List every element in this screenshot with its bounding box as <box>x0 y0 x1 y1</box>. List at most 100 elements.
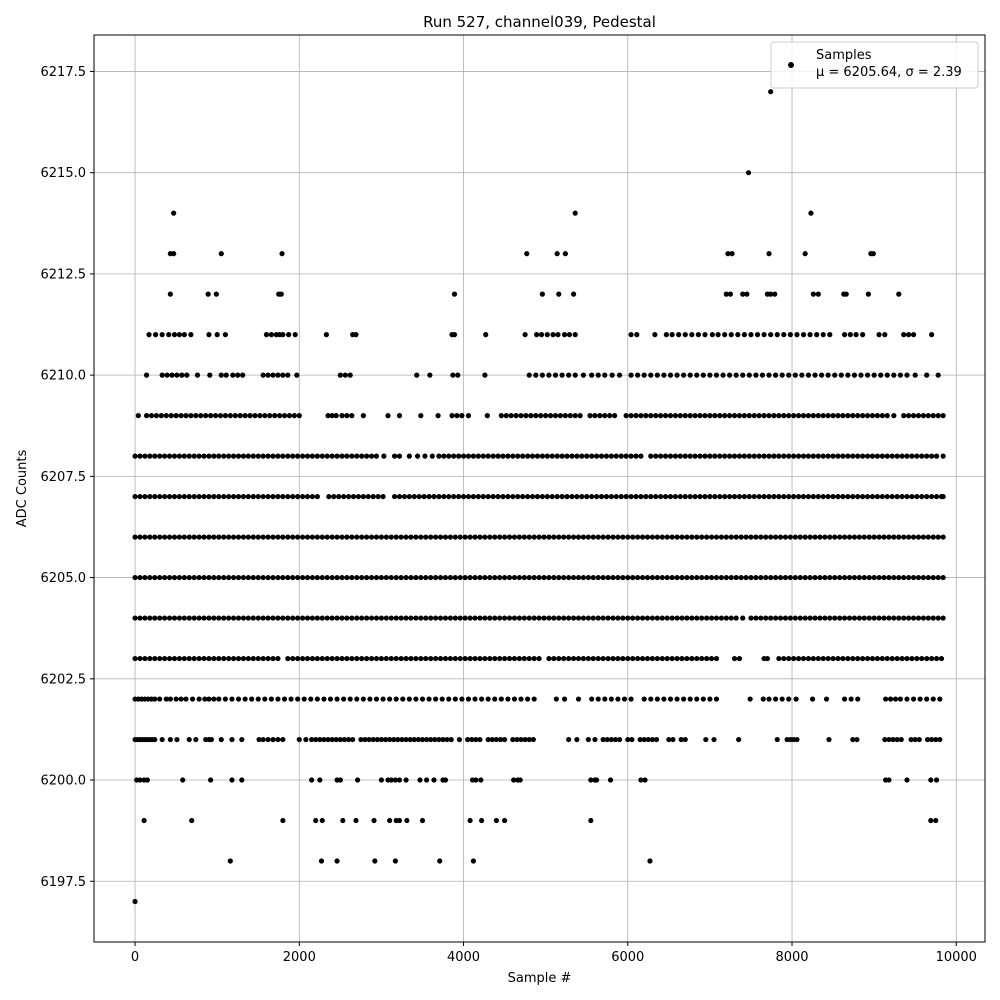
data-point <box>603 493 610 500</box>
data-point <box>697 493 703 500</box>
data-point <box>886 736 892 743</box>
data-point <box>428 736 434 743</box>
data-point <box>929 655 935 662</box>
data-point <box>930 413 936 419</box>
data-point <box>850 736 856 743</box>
data-point <box>503 413 509 419</box>
data-point <box>812 615 818 621</box>
data-point <box>805 372 812 378</box>
data-point <box>186 493 192 500</box>
data-point <box>786 372 792 378</box>
data-point <box>746 372 752 378</box>
data-point <box>643 413 649 419</box>
data-point <box>876 615 882 621</box>
data-point <box>521 655 527 662</box>
data-point <box>437 574 444 581</box>
data-point <box>399 736 405 743</box>
data-point <box>531 655 537 662</box>
data-point <box>239 777 245 783</box>
data-point <box>595 534 601 540</box>
data-point <box>278 291 284 297</box>
data-point <box>459 413 465 419</box>
data-point <box>823 696 830 702</box>
data-point <box>929 453 935 459</box>
data-point <box>334 655 340 662</box>
data-point <box>625 655 631 662</box>
data-point <box>763 534 769 540</box>
data-point <box>501 655 508 662</box>
data-point <box>520 493 526 500</box>
data-point <box>526 736 532 743</box>
data-point <box>191 655 197 662</box>
data-point <box>344 413 350 419</box>
data-point <box>886 615 892 621</box>
data-point <box>574 736 580 743</box>
data-point <box>645 736 651 743</box>
data-point <box>777 574 784 581</box>
data-point <box>628 372 634 378</box>
data-point <box>324 453 330 459</box>
data-point <box>169 372 175 378</box>
data-point <box>901 615 907 621</box>
data-point <box>704 615 710 621</box>
data-point <box>580 615 587 621</box>
data-point <box>398 534 404 540</box>
data-point <box>860 413 866 419</box>
data-point <box>396 453 403 459</box>
data-point <box>218 372 224 378</box>
data-point <box>334 574 340 581</box>
data-point <box>667 372 674 378</box>
data-point <box>378 777 385 783</box>
data-point <box>191 493 197 500</box>
data-point <box>304 655 311 662</box>
data-point <box>391 453 398 459</box>
data-point <box>845 413 851 419</box>
data-point <box>572 372 578 378</box>
data-point <box>662 413 669 419</box>
data-point <box>211 574 217 581</box>
data-point <box>899 655 905 662</box>
data-point <box>561 574 567 581</box>
data-point <box>178 696 184 702</box>
data-point <box>157 574 163 581</box>
legend-marker <box>788 62 794 68</box>
data-point <box>191 574 197 581</box>
data-point <box>600 534 606 540</box>
data-point <box>265 574 271 581</box>
data-point <box>162 493 168 500</box>
data-point <box>475 453 481 459</box>
data-point <box>511 534 518 540</box>
data-point <box>858 372 864 378</box>
data-point <box>940 574 946 581</box>
data-point <box>393 534 399 540</box>
data-point <box>262 413 268 419</box>
data-point <box>143 372 150 378</box>
data-point <box>404 817 410 824</box>
data-point <box>639 574 646 581</box>
data-point <box>313 736 319 743</box>
data-point <box>500 493 506 500</box>
data-point <box>561 332 568 338</box>
data-point <box>268 696 274 702</box>
data-point <box>633 453 639 459</box>
data-point <box>713 534 720 540</box>
data-point <box>588 817 594 824</box>
data-point <box>551 655 557 662</box>
data-point <box>935 534 941 540</box>
data-point <box>621 696 628 702</box>
data-point <box>428 655 434 662</box>
data-point <box>832 615 838 621</box>
data-point <box>740 615 746 621</box>
data-point <box>837 574 843 581</box>
data-point <box>423 736 430 743</box>
data-point <box>501 615 508 621</box>
data-point <box>222 332 228 338</box>
data-point <box>221 574 227 581</box>
data-point <box>800 413 807 419</box>
data-point <box>470 453 476 459</box>
data-point <box>924 696 930 702</box>
data-point <box>620 615 626 621</box>
data-point <box>904 696 910 702</box>
data-point <box>728 574 734 581</box>
data-point <box>672 413 679 419</box>
